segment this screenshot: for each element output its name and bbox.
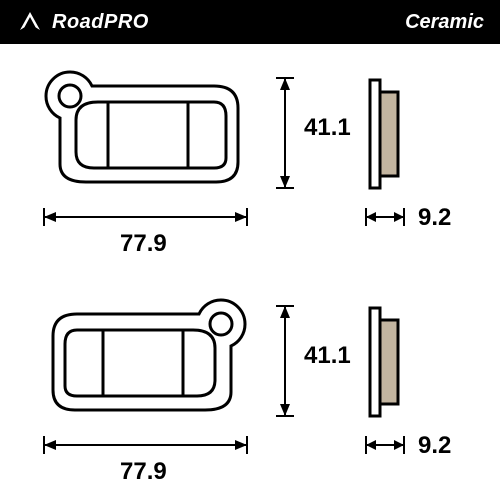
thickness-dim-1 [360, 204, 410, 230]
header: RoadPRO Ceramic [0, 0, 500, 44]
brand-logo-icon [16, 8, 44, 36]
thickness-label-1: 9.2 [418, 204, 451, 232]
height-dim-1 [270, 68, 300, 196]
width-dim-2 [38, 432, 253, 458]
width-label-2: 77.9 [120, 458, 167, 486]
width-label-1: 77.9 [120, 230, 167, 258]
diagram-area: 41.1 77.9 9.2 [0, 44, 500, 500]
height-label-1: 41.1 [304, 114, 351, 142]
thickness-dim-2 [360, 432, 410, 458]
pad-front-view-1 [38, 68, 253, 196]
pad-side-view-2 [368, 306, 402, 418]
height-label-2: 41.1 [304, 342, 351, 370]
brand: RoadPRO [16, 8, 149, 36]
width-dim-1 [38, 204, 253, 230]
brand-text: RoadPRO [52, 11, 149, 34]
pad-row-1: 41.1 77.9 9.2 [0, 62, 500, 272]
material-label: Ceramic [405, 11, 484, 34]
pad-side-view-1 [368, 78, 402, 190]
height-dim-2 [270, 296, 300, 424]
pad-front-view-2 [38, 296, 253, 424]
thickness-label-2: 9.2 [418, 432, 451, 460]
pad-row-2: 41.1 77.9 9.2 [0, 290, 500, 500]
